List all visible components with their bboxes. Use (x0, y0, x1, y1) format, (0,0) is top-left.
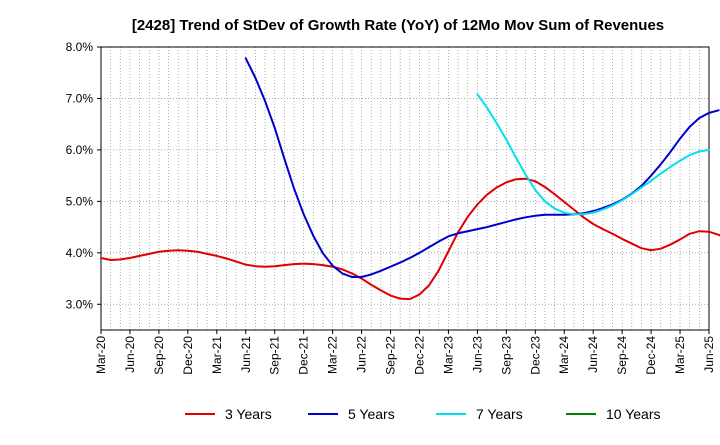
x-tick-label: Mar-22 (326, 336, 340, 374)
x-tick-label: Dec-20 (181, 336, 195, 375)
legend-label: 7 Years (476, 406, 523, 422)
x-axis-tick-labels: Mar-20 Jun-20 Sep-20 Dec-20 Mar-21 Jun-21 Sep-… (94, 330, 716, 375)
plot-area (100, 46, 710, 331)
x-tick-label: Sep-24 (615, 336, 629, 375)
series-line-5-years (244, 57, 720, 278)
x-tick-label: Sep-22 (384, 336, 398, 375)
x-tick-label: Dec-24 (644, 336, 658, 375)
y-tick-label: 6.0% (66, 143, 94, 157)
x-tick-label: Mar-24 (557, 336, 571, 374)
x-tick-label: Dec-21 (297, 336, 311, 375)
legend-label: 3 Years (225, 406, 272, 422)
y-tick-label: 5.0% (66, 194, 94, 208)
x-tick-label: Dec-23 (528, 336, 542, 375)
x-tick-label: Mar-20 (94, 336, 108, 374)
x-tick-label: Mar-25 (673, 336, 687, 374)
series-group (100, 57, 720, 301)
y-tick-label: 7.0% (66, 91, 94, 105)
x-tick-label: Jun-22 (355, 336, 369, 373)
x-tick-label: Jun-25 (702, 336, 716, 373)
legend-label: 10 Years (606, 406, 661, 422)
x-tick-label: Sep-21 (268, 336, 282, 375)
x-tick-label: Jun-23 (470, 336, 484, 373)
x-tick-label: Mar-23 (441, 336, 455, 374)
series-line-7-years (476, 93, 710, 216)
series-line-3-years (100, 177, 720, 301)
x-tick-label: Dec-22 (412, 336, 426, 375)
grid (101, 46, 709, 330)
legend: 3 Years 5 Years 7 Years 10 Years (185, 406, 661, 422)
chart-title: [2428] Trend of StDev of Growth Rate (Yo… (132, 17, 664, 34)
y-tick-label: 3.0% (66, 297, 94, 311)
x-tick-label: Jun-20 (123, 336, 137, 373)
y-tick-label: 8.0% (66, 40, 94, 54)
y-tick-label: 4.0% (66, 246, 94, 260)
x-tick-label: Jun-21 (239, 336, 253, 373)
x-tick-label: Sep-20 (152, 336, 166, 375)
legend-label: 5 Years (348, 406, 395, 422)
x-tick-label: Sep-23 (499, 336, 513, 375)
x-tick-label: Mar-21 (210, 336, 224, 374)
x-tick-label: Jun-24 (586, 336, 600, 373)
y-axis-tick-labels: 3.0% 4.0% 5.0% 6.0% 7.0% 8.0% (66, 40, 101, 311)
